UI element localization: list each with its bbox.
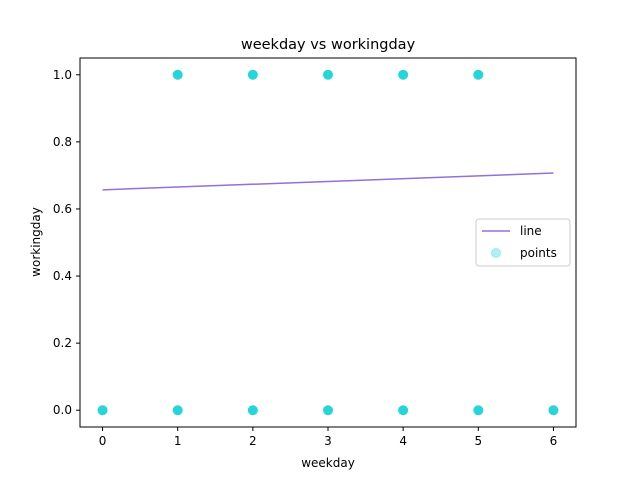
scatter-point [172,69,183,80]
scatter-point [473,405,484,416]
scatter-point [323,405,333,416]
plot-area [97,69,559,416]
scatter-point [323,69,333,80]
y-tick-label: 0.6 [53,202,72,216]
scatter-point [247,69,258,80]
scatter-point [473,69,484,80]
y-axis-label: workingday [29,207,43,277]
x-tick-label: 1 [174,434,182,448]
x-tick-label: 5 [474,434,482,448]
y-tick-label: 0.8 [53,135,72,149]
x-tick-label: 0 [99,434,107,448]
x-tick-label: 6 [550,434,558,448]
series-line [102,172,554,191]
scatter-point [247,405,258,416]
legend-label: points [520,246,557,260]
x-axis: 0 1 2 3 4 5 6 [99,427,558,448]
x-tick-label: 3 [324,434,332,448]
y-tick-label: 0.4 [53,269,72,283]
y-tick-label: 0.2 [53,336,72,350]
scatter-point [398,69,409,80]
scatter-point [548,405,559,416]
x-tick-label: 2 [249,434,257,448]
y-tick-label: 0.0 [53,403,72,417]
scatter-point [398,405,409,416]
y-tick-label: 1.0 [53,68,72,82]
x-tick-label: 4 [399,434,407,448]
scatter-point [172,405,183,416]
legend: line points [475,218,571,267]
legend-label: line [520,224,542,238]
y-axis: 0.0 0.2 0.4 0.6 0.8 1.0 [53,68,80,417]
chart-title: weekday vs workingday [241,37,416,53]
legend-points-swatch [491,248,501,258]
scatter-point [97,405,108,416]
x-axis-label: weekday [301,456,355,470]
